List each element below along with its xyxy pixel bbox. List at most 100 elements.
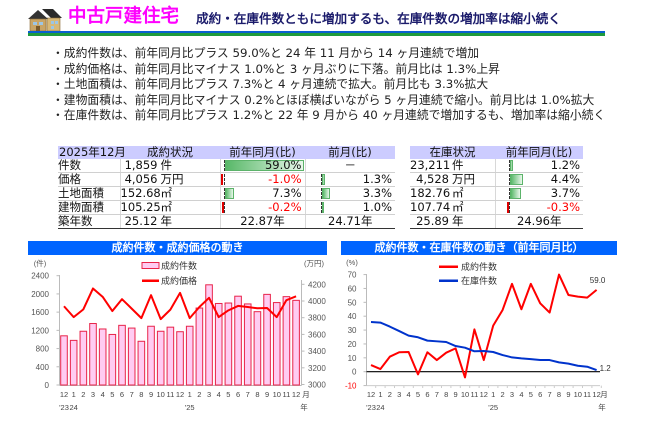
y2-tick-label: 3200 [308, 364, 326, 373]
mom-cell: 1.3% [304, 172, 395, 187]
yoy-cell: 59.0% [219, 158, 305, 173]
unit: ㎡ [160, 200, 173, 214]
y-tick-label: -10 [345, 382, 357, 391]
value-cell: 1,859 件 [119, 158, 220, 173]
yoy-data-bar [509, 160, 514, 171]
x-tick-label: 6 [236, 390, 240, 399]
x-tick-label: 4 [407, 390, 411, 399]
yoy-data-bar [224, 160, 304, 171]
count-bar [147, 325, 155, 386]
row-label: 建物面積 [58, 200, 120, 215]
count-bar [205, 284, 213, 386]
bar-axis [223, 188, 225, 199]
x-tick-label: 12 [176, 390, 184, 399]
inventory-yoy-header: 前年同月(比) [495, 146, 583, 159]
year-unit-label: 年 [598, 402, 606, 412]
inventory-table-header: 在庫状況 前年同月(比) [410, 146, 583, 159]
unit: 万円 [452, 172, 475, 186]
value: 107.74 [410, 200, 451, 214]
x-tick-label: 3 [91, 390, 95, 399]
y-tick-label: 400 [36, 363, 50, 372]
y2-tick-label: 3800 [308, 314, 326, 323]
inventory-yoy-line [370, 321, 597, 371]
x-tick-label: 2 [81, 390, 85, 399]
x-tick-label: 7 [435, 390, 439, 399]
count-bar [176, 331, 184, 386]
x-tick-label: 5 [226, 390, 230, 399]
mom-data-bar [321, 174, 325, 185]
row-label: 価格 [58, 172, 120, 187]
table-row: 価格 4,056 万円 -1.0% 1.3% [58, 172, 395, 187]
value-cell: 25.89 年 [410, 214, 495, 229]
value-cell: 152.68㎡ [119, 186, 220, 201]
mom-value: － [344, 158, 357, 172]
x-unit-label: 月 [302, 390, 310, 399]
table-row-age: 25.89 年 24.96年 [410, 214, 583, 229]
yoy-value: 1.2% [550, 158, 580, 172]
yoy-cell: -0.3% [494, 200, 583, 215]
x-tick-label: 1 [491, 390, 495, 399]
bar-axis [223, 174, 225, 185]
x-tick-label: 11 [283, 390, 291, 399]
count-bar [69, 339, 78, 386]
sales-yoy-line [370, 273, 598, 379]
value-cell: 4,528 万円 [410, 172, 495, 187]
y2-tick-label: 3000 [308, 381, 326, 390]
yoy-age-value: 24.96年 [494, 214, 583, 229]
count-bar [98, 328, 107, 386]
unit: 年 [452, 214, 464, 228]
x-tick-label: 7 [246, 390, 250, 399]
mom-data-bar [321, 188, 331, 199]
table-row: 182.76 ㎡ 3.7% [410, 186, 583, 201]
x-tick-label: 3 [510, 390, 514, 399]
mom-value: 3.3% [362, 186, 392, 200]
year-label: 24 [376, 403, 384, 412]
y-axis-title: (%) [346, 258, 358, 267]
x-tick-label: 11 [471, 390, 479, 399]
bar-axis [320, 174, 322, 185]
x-tick-label: 5 [416, 390, 420, 399]
x-tick-label: 8 [557, 390, 561, 399]
y-tick-label: 20 [348, 340, 357, 349]
x-tick-label: 4 [217, 390, 221, 399]
unit: 件 [160, 158, 173, 172]
x-tick-label: 11 [166, 390, 174, 399]
summary-item: ・建物面積は、前年同月比マイナス 0.2%とほぼ横ばいながら 5 ヶ月連続で縮小… [52, 92, 595, 107]
unit: ㎡ [452, 186, 464, 200]
y-tick-label: 50 [348, 298, 357, 307]
legend-label: 成約件数 [461, 261, 497, 272]
table-row: 107.74 ㎡ -0.3% [410, 200, 583, 215]
y2-axis-title: (万円) [304, 259, 324, 268]
yoy-data-bar [221, 174, 224, 185]
year-label: '23 [366, 403, 376, 412]
sales-table: 2025年12月 成約状況 前年同月(比) 前月(比) 件数 1,859 件 59… [58, 146, 395, 229]
sales-table-header: 2025年12月 成約状況 前年同月(比) 前月(比) [58, 146, 395, 159]
summary-list: ・成約件数は、前年同月比プラス 59.0%と 24 年 11 月から 14 ヶ月… [52, 46, 605, 124]
bar-axis [223, 160, 225, 171]
yoy-value: 7.3% [272, 186, 302, 200]
table-row: 4,528 万円 4.4% [410, 172, 583, 187]
y-tick-label: 70 [348, 271, 357, 280]
page-title: 中古戸建住宅 [68, 6, 180, 27]
unit: ㎡ [160, 186, 173, 200]
bar-axis [508, 188, 510, 199]
row-label: 土地面積 [58, 186, 120, 201]
bar-axis [320, 202, 322, 213]
header-rule-green [28, 33, 605, 36]
page-subtitle: 成約・在庫件数ともに増加するも、在庫件数の増加率は縮小続く [196, 11, 561, 26]
value-cell: 107.74 ㎡ [410, 200, 495, 215]
table-row: 件数 1,859 件 59.0% － [58, 159, 395, 173]
count-bar [234, 295, 242, 386]
yoy-value: 59.0% [264, 158, 302, 172]
mom-age-value: 24.71年 [304, 214, 395, 229]
value: 25.89 [416, 214, 449, 228]
inventory-status-header: 在庫状況 [410, 146, 495, 159]
row-label: 築年数 [58, 214, 120, 229]
count-bar [243, 303, 252, 386]
value: 4,528 [416, 172, 449, 186]
x-tick-label: 7 [548, 390, 552, 399]
x-tick-label: 1 [72, 390, 76, 399]
yoy-header: 前年同月(比) [220, 146, 305, 159]
count-bar [292, 299, 300, 386]
